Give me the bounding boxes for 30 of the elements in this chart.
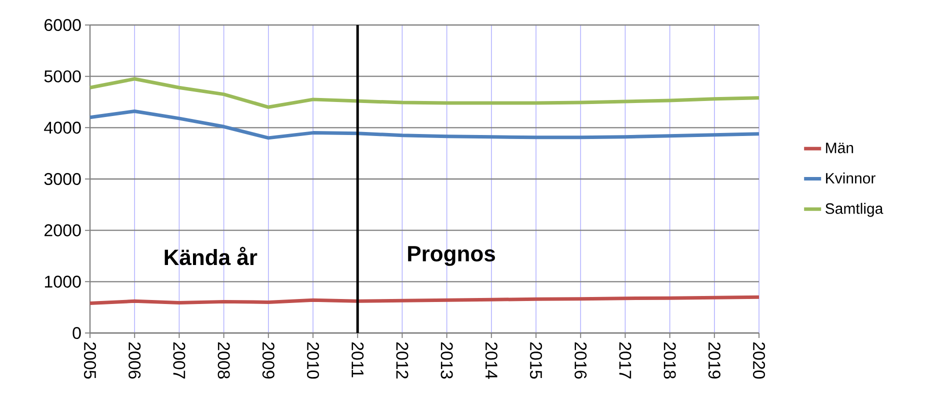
x-tick-label: 2016 [574,342,587,379]
x-tick-label: 2014 [485,342,498,379]
annotation: Kända år [164,246,258,266]
x-tick-label: 2019 [708,342,720,379]
legend-label: Samtliga [826,202,884,217]
x-tick-label: 2018 [664,342,676,379]
annotation: Prognos [408,246,495,266]
y-tick-label: 3000 [44,172,81,186]
y-tick-label: 1000 [44,276,81,288]
x-tick-label: 2005 [84,342,96,379]
x-tick-label: 2013 [440,342,453,379]
legend-label: Män [826,142,854,154]
x-tick-label: 2012 [396,342,408,378]
y-tick-label: 6000 [44,18,81,32]
y-tick-label: 0 [72,326,81,340]
x-tick-label: 2007 [173,342,186,378]
x-tick-label: 2017 [619,342,632,378]
line-series [88,295,761,305]
line-series [88,109,761,140]
y-tick-label: 4000 [44,122,81,134]
y-tick-label: 5000 [44,70,81,82]
x-tick-label: 2010 [306,342,320,379]
x-tick-label: 2008 [218,342,230,379]
x-tick-label: 2009 [262,342,274,379]
legend-label: Kvinnor [826,172,876,184]
x-tick-label: 2011 [352,342,364,378]
x-tick-label: 2006 [128,342,141,379]
y-tick-label: 2000 [44,224,81,236]
x-tick-label: 2020 [752,342,766,379]
x-tick-label: 2015 [530,342,542,379]
